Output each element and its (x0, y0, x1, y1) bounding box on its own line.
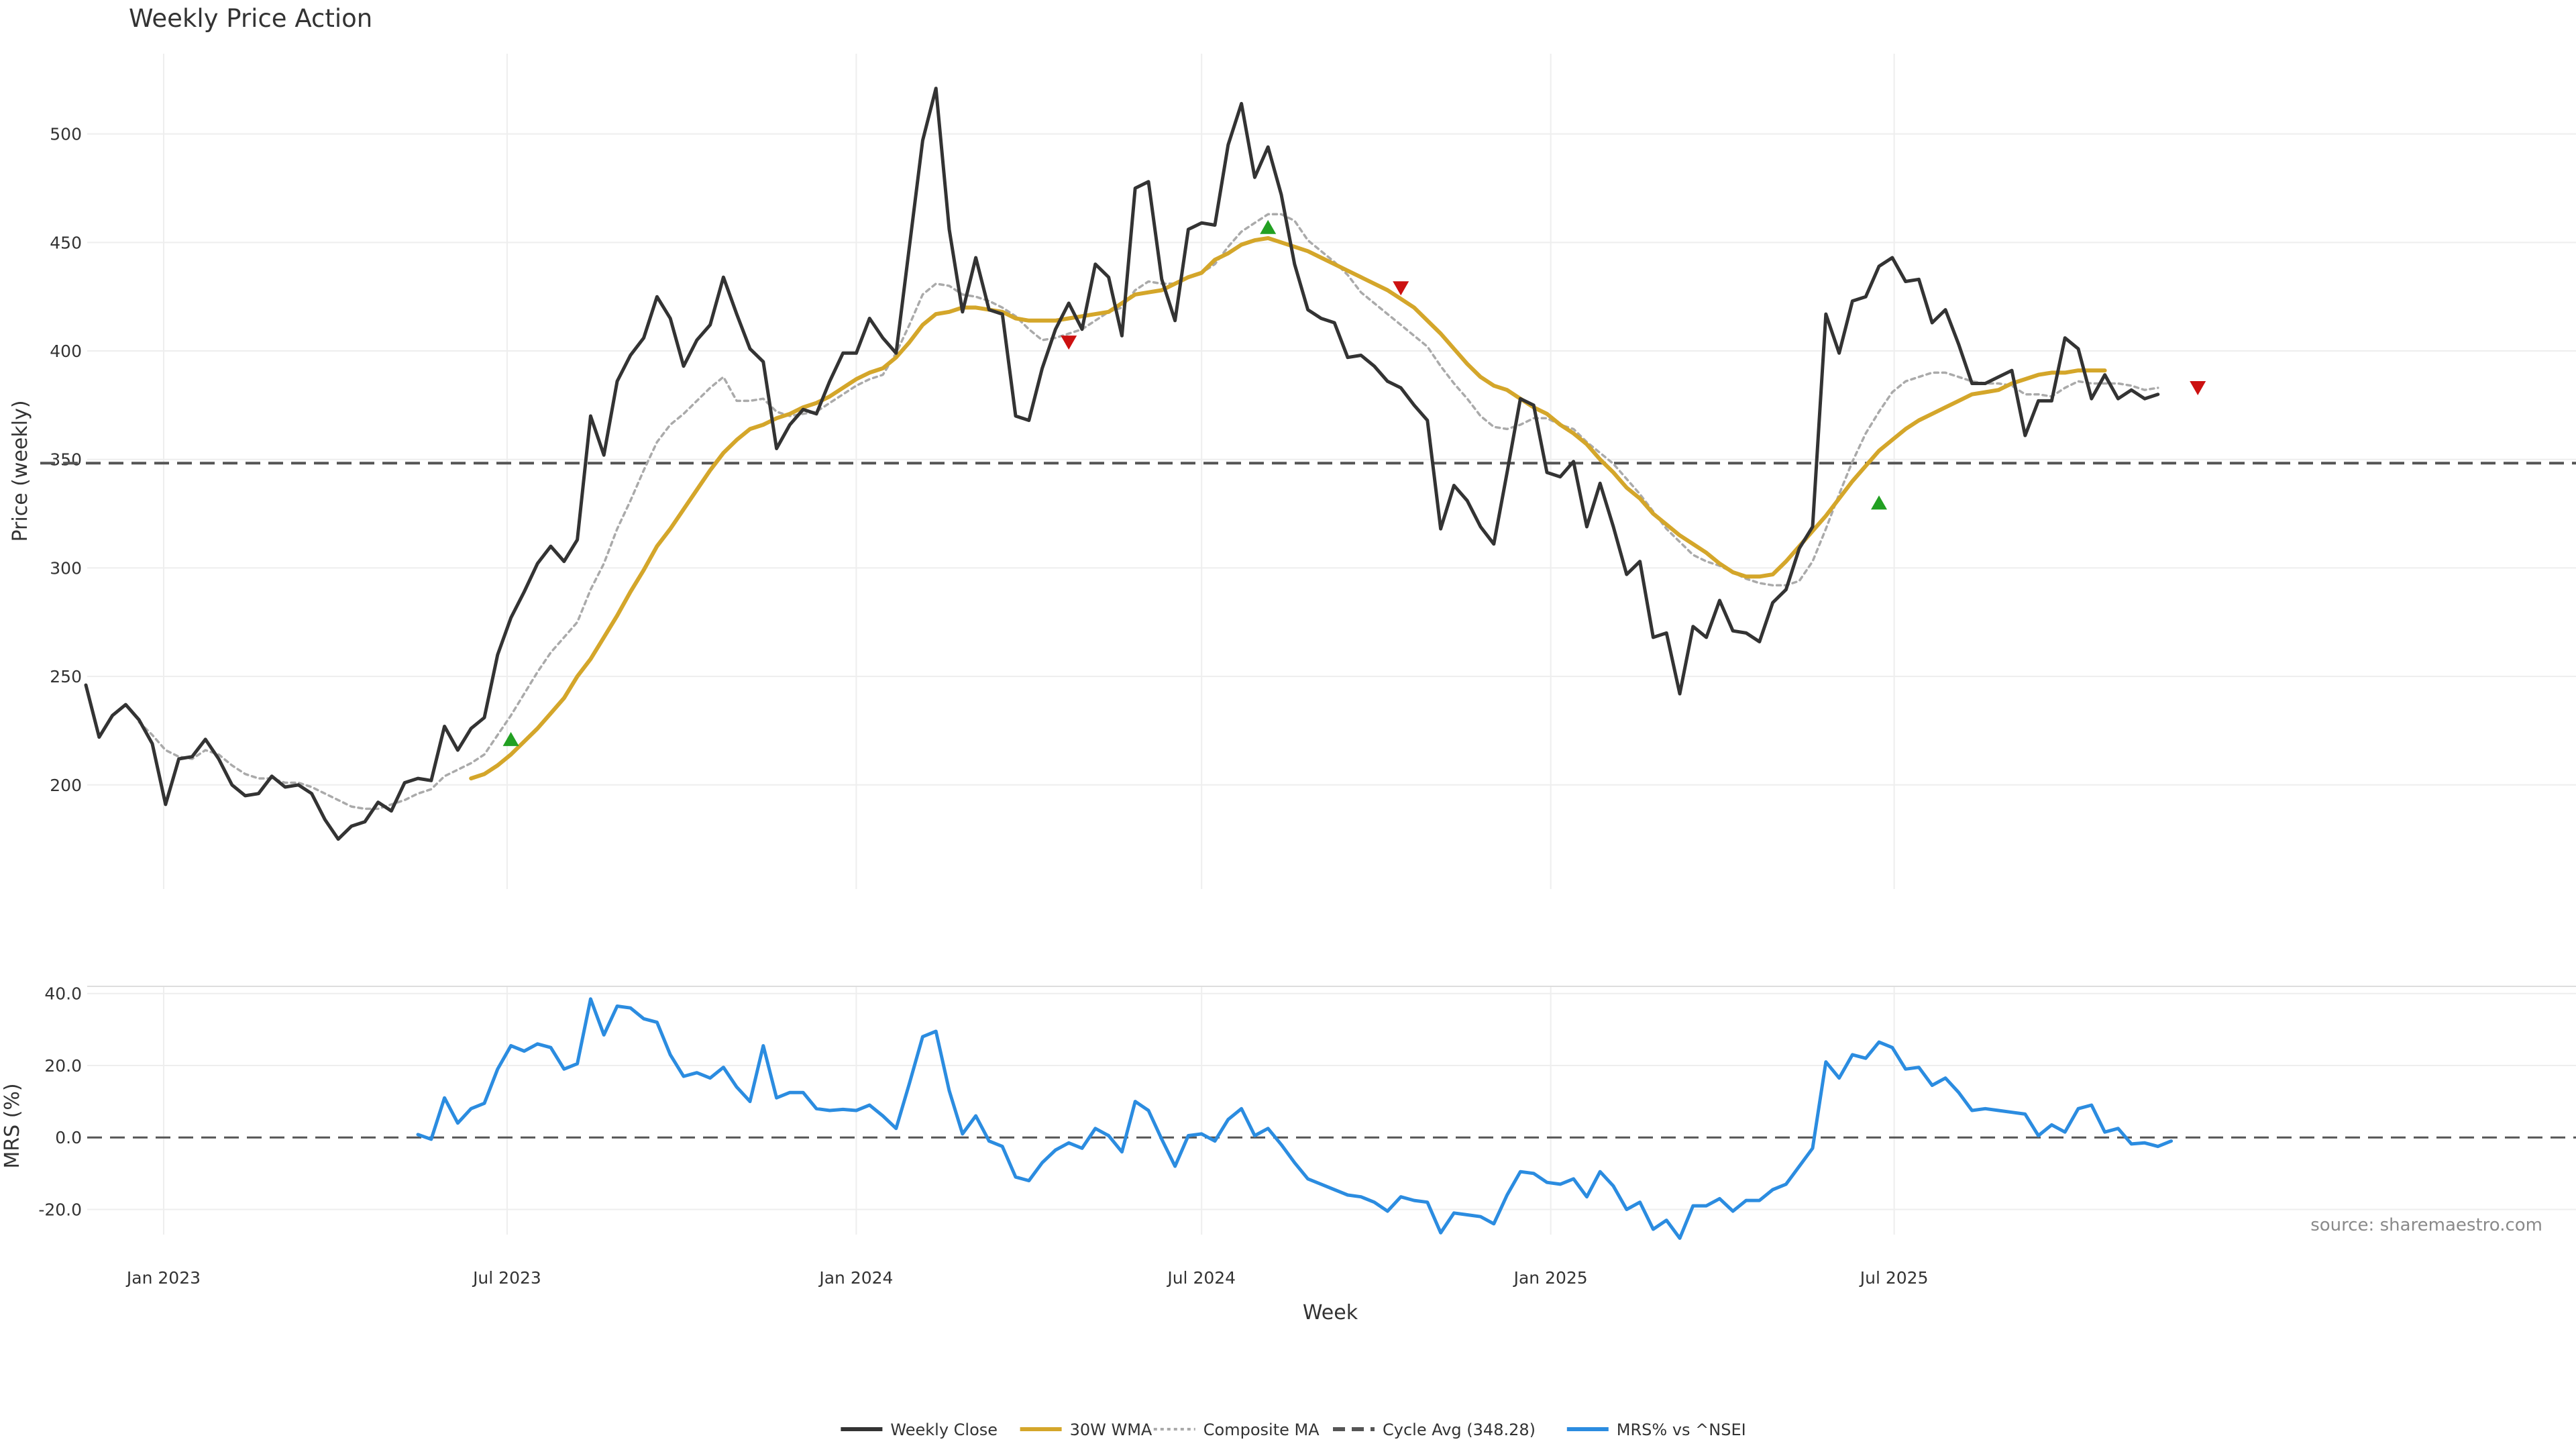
x-tick-label: Jul 2024 (1166, 1268, 1236, 1288)
legend: Weekly Close 30W WMA Composite MA Cycle Avg… (841, 1420, 1746, 1439)
price-series-weekly-close (84, 87, 2160, 841)
mrs-y-tick-label: 0.0 (55, 1128, 82, 1147)
x-tick-label: Jan 2023 (125, 1268, 201, 1288)
legend-label: MRS% vs ^NSEI (1617, 1420, 1746, 1439)
x-axis-title: Week (1303, 1301, 1358, 1325)
price-lines (40, 87, 2576, 841)
price-y-tick-label: 250 (50, 667, 82, 686)
price-y-tick-label: 350 (50, 450, 82, 470)
buy-signal-marker (1871, 495, 1887, 510)
legend-item: MRS% vs ^NSEI (1566, 1420, 1746, 1439)
price-series-30w-wma (469, 236, 2107, 781)
mrs-y-tick-label: 40.0 (44, 984, 82, 1004)
buy-signal-marker (502, 731, 519, 746)
legend-label: 30W WMA (1070, 1420, 1152, 1439)
price-grid (87, 54, 2576, 889)
buy-signal-marker (1260, 219, 1277, 234)
x-tick-label: Jan 2024 (818, 1268, 893, 1288)
legend-item: Cycle Avg (348.28) (1333, 1420, 1536, 1439)
x-tick-label: Jul 2023 (472, 1268, 541, 1288)
mrs-y-axis-title: MRS (%) (1, 1083, 24, 1168)
price-y-tick-label: 400 (50, 342, 82, 361)
mrs-y-ticks: -20.0 0.0 20.0 40.0 (38, 984, 82, 1220)
legend-item: Composite MA (1153, 1420, 1320, 1439)
legend-item: Weekly Close (841, 1420, 998, 1439)
legend-label: Weekly Close (890, 1420, 998, 1439)
price-series-composite-ma (138, 213, 2159, 811)
mrs-series-line (416, 997, 2174, 1240)
sell-signal-marker (1393, 281, 1409, 296)
mrs-y-tick-label: -20.0 (38, 1200, 82, 1219)
legend-label: Composite MA (1203, 1420, 1320, 1439)
x-tick-label: Jul 2025 (1859, 1268, 1929, 1288)
x-ticks: Jan 2023 Jul 2023 Jan 2024 Jul 2024 Jan 2025… (125, 1268, 1929, 1288)
price-y-tick-label: 500 (50, 125, 82, 144)
price-y-tick-label: 300 (50, 558, 82, 578)
mrs-y-tick-label: 20.0 (44, 1056, 82, 1076)
price-y-tick-label: 450 (50, 233, 82, 252)
sell-signal-marker (2190, 381, 2206, 395)
x-tick-label: Jan 2025 (1513, 1268, 1588, 1288)
legend-item: 30W WMA (1020, 1420, 1152, 1439)
legend-label: Cycle Avg (348.28) (1383, 1420, 1536, 1439)
price-y-tick-label: 200 (50, 776, 82, 795)
price-y-axis-title: Price (weekly) (9, 400, 32, 541)
sell-signal-marker (1061, 335, 1077, 350)
mrs-grid (87, 986, 2576, 1235)
chart-title: Weekly Price Action (129, 4, 372, 33)
source-note: source: sharemaestro.com (2310, 1215, 2542, 1235)
signal-markers (502, 219, 2206, 746)
price-y-ticks: 200 250 300 350 400 450 500 (50, 125, 82, 795)
mrs-lines (416, 997, 2174, 1240)
